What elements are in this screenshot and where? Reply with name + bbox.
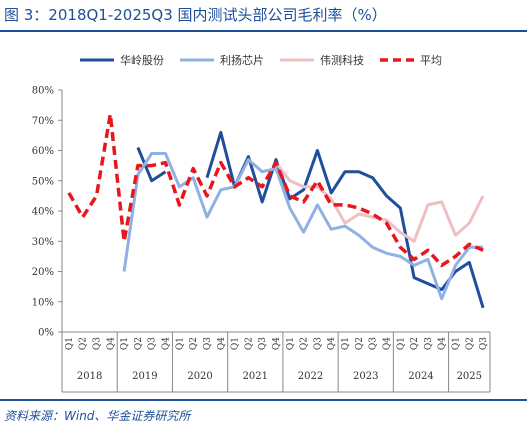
x-tick-label: Q3	[203, 337, 213, 350]
plot-area	[67, 112, 485, 309]
series-line-3	[67, 112, 484, 268]
legend-label-2: 伟测科技	[320, 53, 364, 67]
y-tick-label: 60%	[32, 146, 54, 157]
y-tick-label: 20%	[32, 267, 54, 278]
x-tick-label: Q3	[93, 337, 103, 350]
x-tick-label: Q3	[313, 337, 323, 350]
y-tick-label: 0%	[38, 328, 54, 339]
legend-label-3: 平均	[420, 54, 442, 67]
legend-label-1: 利扬芯片	[220, 53, 264, 67]
top-rule	[0, 30, 527, 32]
x-tick-label: Q2	[244, 337, 254, 350]
x-tick-label: Q4	[382, 337, 392, 350]
year-label: 2021	[243, 371, 268, 382]
legend: 华岭股份 利扬芯片 伟测科技 平均	[80, 53, 442, 67]
x-tick-label: Q1	[231, 337, 241, 350]
y-tick-label: 70%	[32, 116, 54, 127]
x-tick-label: Q2	[355, 337, 365, 350]
bottom-rule	[0, 399, 527, 401]
x-tick-label: Q1	[175, 337, 185, 350]
x-tick-label: Q1	[451, 337, 461, 350]
x-tick-label: Q3	[148, 337, 158, 350]
year-label: 2024	[408, 371, 433, 382]
year-label: 2025	[457, 371, 482, 382]
x-tick-label: Q3	[369, 337, 379, 350]
y-tick-label: 80%	[32, 86, 54, 97]
x-tick-label: Q1	[286, 337, 296, 350]
x-tick-label: Q2	[300, 337, 310, 350]
x-tick-label: Q3	[424, 337, 434, 350]
x-tick-label: Q4	[438, 337, 448, 350]
x-tick-label: Q4	[162, 337, 172, 350]
x-tick-label: Q2	[79, 337, 89, 350]
series-line-1	[122, 152, 484, 301]
x-tick-label: Q2	[189, 337, 199, 350]
x-tick-label: Q1	[65, 337, 75, 350]
x-axis: Q1 Q2 Q3 Q4 Q1 Q2 Q3 Q4 Q1 Q2 Q3 Q4 Q1 Q2 Q3 Q4 Q1 Q2 Q3 Q4…	[61, 331, 491, 393]
series-line-2	[274, 161, 485, 243]
y-tick-label: 30%	[32, 237, 54, 248]
x-tick-label: Q3	[479, 337, 489, 350]
chart-title: 图 3：2018Q1-2025Q3 国内测试头部公司毛利率（%）	[4, 6, 387, 24]
x-tick-label: Q2	[134, 337, 144, 350]
source-note: 资料来源：Wind、华金证券研究所	[4, 409, 191, 423]
y-axis: 0% 10% 20% 30% 40% 50% 60% 70% 80%	[32, 86, 63, 339]
year-label: 2018	[77, 371, 102, 382]
x-tick-label: Q1	[120, 337, 130, 350]
x-tick-label: Q4	[217, 337, 227, 350]
x-tick-label: Q2	[465, 337, 475, 350]
x-tick-label: Q2	[410, 337, 420, 350]
x-tick-label: Q3	[258, 337, 268, 350]
x-tick-label: Q1	[396, 337, 406, 350]
x-tick-label: Q4	[327, 337, 337, 350]
year-label: 2019	[132, 371, 157, 382]
x-tick-label: Q4	[106, 337, 116, 350]
year-label: 2022	[298, 371, 323, 382]
year-label: 2020	[187, 371, 212, 382]
y-tick-label: 10%	[32, 297, 54, 308]
legend-label-0: 华岭股份	[120, 53, 164, 67]
line-chart: 华岭股份 利扬芯片 伟测科技 平均 0% 10% 20% 30% 40% 50% 60% 70% 80…	[32, 53, 491, 393]
y-tick-label: 40%	[32, 207, 54, 218]
y-tick-label: 50%	[32, 176, 54, 187]
year-label: 2023	[353, 371, 378, 382]
x-tick-label: Q1	[341, 337, 351, 350]
x-tick-label: Q4	[272, 337, 282, 350]
